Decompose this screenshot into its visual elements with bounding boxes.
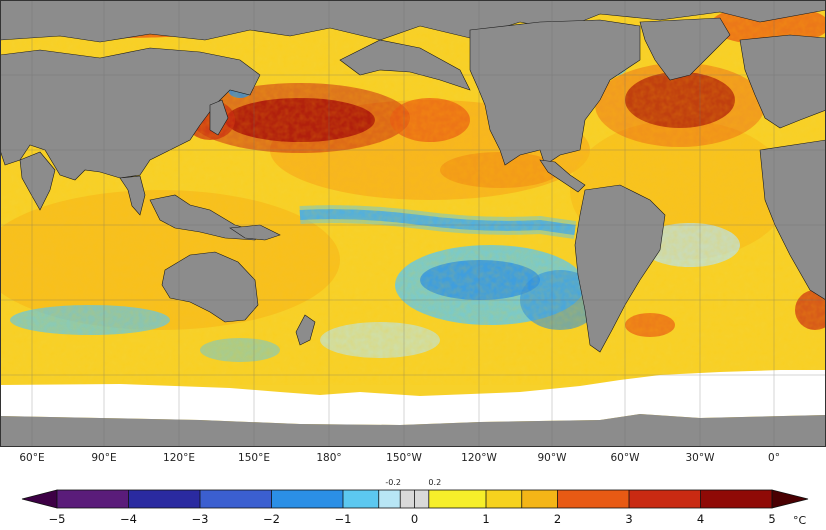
colorbar-tick-label: −5 (48, 512, 66, 526)
map-frame: 60°E 90°E 120°E 150°E 180° 150°W 120°W 90°W 60°W… (0, 0, 826, 464)
land-japan (209, 99, 229, 136)
map-canvas (0, 0, 826, 447)
longitude-label: 120°W (461, 452, 497, 464)
longitude-label: 90°W (537, 452, 567, 464)
land-indochina (119, 175, 146, 216)
colorbar-segment (128, 490, 200, 508)
longitude-label: 30°W (685, 452, 715, 464)
sea-ice-antarctic (0, 370, 826, 425)
colorbar-segment (521, 490, 558, 508)
colorbar-tick-label: −4 (120, 512, 137, 526)
colorbar-min-arrow (21, 489, 58, 509)
colorbar: −5 −4 −3 −2 −1 0 1 2 3 4 5 -0.2 0.2 °C (0, 474, 826, 530)
colorbar-tick-label: 3 (625, 512, 633, 526)
colorbar-segment (271, 490, 343, 508)
colorbar-segment (400, 490, 415, 508)
land-north-america (469, 19, 641, 166)
colorbar-segment (557, 490, 629, 508)
colorbar-near-zero-label: -0.2 (385, 478, 401, 487)
land-central-america (539, 159, 586, 193)
colorbar-tick-label: 0 (410, 512, 419, 526)
colorbar-segment (629, 490, 701, 508)
colorbar-max-arrow (771, 489, 809, 509)
land-new-guinea (229, 224, 281, 241)
colorbar-segment (200, 490, 272, 508)
land-antarctica-coast (0, 414, 826, 447)
longitude-label: 150°W (386, 452, 422, 464)
land-eurasia-north (0, 0, 826, 43)
colorbar-unit: °C (793, 514, 807, 527)
longitude-label: 0° (768, 452, 780, 464)
longitude-label: 120°E (163, 452, 195, 464)
longitude-label: 60°E (19, 452, 45, 464)
longitude-label: 150°E (238, 452, 270, 464)
colorbar-segment (57, 490, 129, 508)
longitude-label: 60°W (610, 452, 640, 464)
colorbar-near-zero-label: 0.2 (428, 478, 442, 487)
land-new-zealand (295, 314, 316, 346)
land-south-america (574, 184, 666, 353)
colorbar-segment (343, 490, 379, 508)
longitude-label: 90°E (91, 452, 117, 464)
colorbar-ramp (21, 489, 809, 509)
graticule (0, 0, 826, 447)
colorbar-tick-label: 1 (482, 512, 490, 526)
colorbar-tick-label: −1 (334, 512, 352, 526)
land-asia (0, 47, 261, 181)
colorbar-tick-label: 4 (696, 512, 705, 526)
longitude-label: 180° (316, 452, 342, 464)
colorbar-tick-label: 5 (768, 512, 776, 526)
colorbar-tick-label: 2 (553, 512, 562, 526)
land-africa (759, 139, 826, 301)
land-alaska (339, 39, 471, 91)
colorbar-segment (378, 490, 401, 508)
colorbar-tick-label: −3 (191, 512, 209, 526)
colorbar-segment (414, 490, 429, 508)
colorbar-segment (700, 490, 772, 508)
colorbar-tick-label: −2 (263, 512, 280, 526)
colorbar-segment (486, 490, 522, 508)
land-india (19, 151, 56, 211)
land-europe (739, 34, 826, 129)
land-australia (161, 251, 259, 323)
colorbar-segment (428, 490, 486, 508)
